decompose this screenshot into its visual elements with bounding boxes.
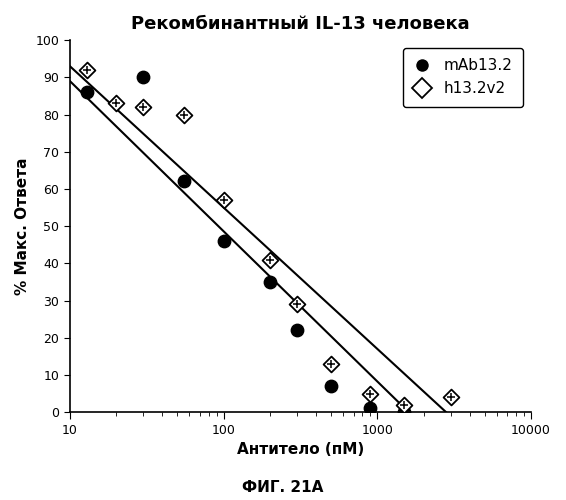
Point	[366, 390, 375, 398]
Point	[446, 394, 455, 402]
Point	[327, 360, 336, 368]
Point	[179, 178, 188, 186]
Point	[400, 408, 409, 416]
Point	[293, 326, 302, 334]
Point	[179, 110, 188, 118]
Point	[112, 100, 121, 108]
Point	[265, 256, 275, 264]
Point	[327, 382, 336, 390]
Point	[139, 103, 148, 111]
Point	[139, 74, 148, 82]
Point	[265, 278, 275, 286]
Point	[327, 360, 336, 368]
Point	[400, 400, 409, 408]
Point	[219, 196, 228, 204]
Title: Рекомбинантный IL-13 человека: Рекомбинантный IL-13 человека	[131, 15, 470, 33]
Point	[83, 88, 92, 96]
Text: ФИГ. 21А: ФИГ. 21А	[242, 480, 324, 495]
Point	[400, 400, 409, 408]
Point	[366, 390, 375, 398]
Point	[112, 100, 121, 108]
Y-axis label: % Макс. Ответа: % Макс. Ответа	[15, 158, 30, 295]
Point	[179, 110, 188, 118]
Point	[293, 300, 302, 308]
X-axis label: Антитело (пМ): Антитело (пМ)	[237, 442, 364, 458]
Point	[446, 394, 455, 402]
Point	[83, 66, 92, 74]
Point	[265, 256, 275, 264]
Point	[219, 237, 228, 245]
Point	[366, 404, 375, 412]
Point	[83, 66, 92, 74]
Point	[293, 300, 302, 308]
Point	[139, 103, 148, 111]
Point	[219, 196, 228, 204]
Legend: mAb13.2, h13.2v2: mAb13.2, h13.2v2	[402, 48, 524, 107]
